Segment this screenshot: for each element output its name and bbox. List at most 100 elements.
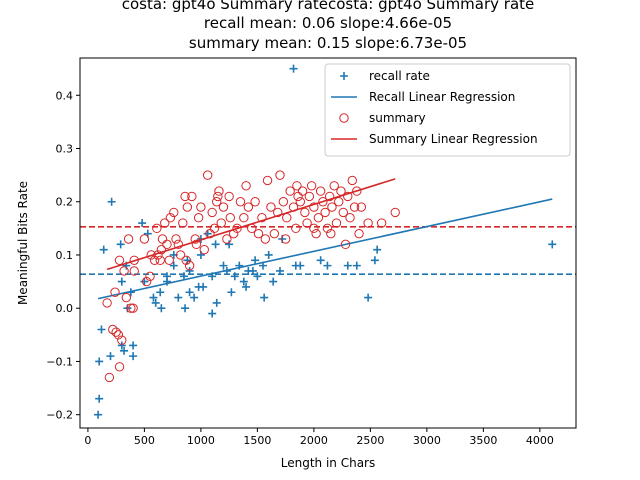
recall-point: [289, 64, 298, 73]
summary-point: [300, 207, 310, 218]
summary-point: [169, 207, 179, 218]
summary-point: [322, 223, 333, 234]
recall-point: [95, 357, 104, 366]
summary-point: [114, 362, 125, 372]
x-tick-label: 1000: [187, 434, 215, 447]
summary-point: [363, 218, 373, 228]
summary-point: [340, 239, 351, 250]
summary-point: [282, 213, 292, 223]
y-tick-label: 0.0: [56, 302, 74, 315]
plot-area: [80, 64, 576, 419]
summary-point: [129, 266, 139, 276]
y-tick-label: 0.2: [56, 196, 74, 209]
recall-point: [116, 240, 125, 249]
recall-point: [219, 261, 228, 270]
summary-point: [104, 372, 115, 383]
recall-point: [149, 293, 158, 302]
recall-point: [316, 256, 325, 265]
summary-point: [306, 181, 317, 191]
summary-point: [202, 170, 213, 180]
summary-point: [376, 218, 387, 228]
summary-point: [212, 197, 222, 207]
summary-point: [199, 244, 209, 255]
summary-point: [139, 234, 150, 244]
summary-point: [209, 223, 220, 234]
summary-point: [119, 266, 129, 276]
summary-point: [285, 186, 295, 196]
chart-title-line-2: recall mean: 0.06 slope:4.66e-05: [204, 14, 452, 32]
recall-point: [129, 341, 138, 350]
recall-point: [185, 266, 194, 275]
recall-point: [97, 325, 106, 334]
summary-point: [157, 234, 168, 244]
recall-point: [275, 266, 284, 275]
summary-point: [196, 202, 206, 212]
y-tick-label: 0.3: [56, 143, 74, 156]
recall-point: [174, 293, 183, 302]
recall-point: [269, 277, 278, 286]
summary-point: [180, 191, 190, 202]
recall-point: [140, 277, 149, 286]
summary-point: [329, 181, 339, 191]
summary-point: [253, 228, 264, 239]
recall-point: [208, 309, 217, 318]
x-axis-label: Length in Chars: [281, 456, 375, 470]
summary-point: [291, 223, 301, 234]
summary-point: [152, 223, 162, 234]
summary-point: [338, 207, 348, 218]
summary-linear-regression: [106, 178, 396, 271]
recall-point: [242, 282, 251, 291]
summary-point: [345, 213, 355, 223]
summary-point: [260, 234, 270, 244]
axes: 0 500 1000 1500 2000 2500 3000 3500 4000 −0.2 −0.1…: [46, 89, 554, 447]
recall-point: [260, 293, 269, 302]
summary-point: [207, 207, 217, 218]
recall-point: [179, 272, 188, 281]
chart-title: costa: gpt4o Summary ratecosta: gpt4o Su…: [122, 0, 535, 52]
summary-point: [190, 234, 200, 244]
summary-point: [347, 175, 357, 186]
recall-point: [212, 298, 221, 307]
recall-point: [264, 250, 273, 259]
recall-point: [117, 277, 126, 286]
summary-point: [349, 202, 360, 212]
legend-circle-icon: [339, 113, 349, 123]
recall-point: [370, 256, 379, 265]
summary-point: [216, 218, 226, 228]
recall-point: [253, 272, 262, 281]
summary-point: [280, 234, 291, 244]
summary-point: [313, 213, 324, 223]
summary-point: [320, 207, 330, 218]
summary-point: [121, 292, 132, 303]
summary-point: [111, 327, 121, 337]
summary-point: [128, 303, 138, 313]
recall-point: [296, 261, 305, 270]
summary-point: [331, 218, 342, 228]
summary-point: [295, 197, 306, 207]
recall-point: [169, 261, 178, 270]
summary-point: [318, 197, 328, 207]
recall-point: [94, 410, 103, 419]
recall-point: [190, 293, 199, 302]
summary-point: [390, 207, 400, 218]
summary-point: [114, 255, 125, 266]
summary-point: [123, 234, 134, 244]
recall-point: [107, 197, 116, 206]
x-tick-label: 0: [84, 434, 91, 447]
summary-point: [181, 255, 191, 266]
summary-point: [224, 191, 234, 202]
recall-point: [548, 240, 557, 249]
summary-point: [278, 197, 289, 207]
legend-label: summary: [369, 111, 426, 125]
summary-point: [117, 335, 127, 345]
summary-point: [126, 303, 136, 313]
summary-point: [182, 202, 193, 212]
legend-label: recall rate: [369, 69, 430, 83]
summary-point: [184, 260, 195, 271]
summary-point: [324, 191, 335, 202]
summary-point: [334, 197, 344, 207]
chart-title-line-3: summary mean: 0.15 slope:6.73e-05: [189, 34, 467, 52]
legend-label: Recall Linear Regression: [369, 90, 515, 104]
recall-point: [156, 288, 165, 297]
